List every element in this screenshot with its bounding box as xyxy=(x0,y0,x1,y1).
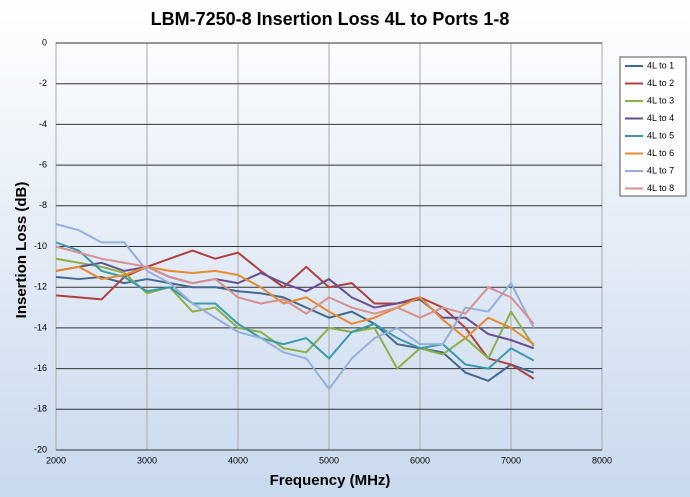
x-tick-label: 8000 xyxy=(592,455,612,465)
legend-label: 4L to 4 xyxy=(647,113,674,123)
legend-label: 4L to 2 xyxy=(647,78,674,88)
y-axis-label: Insertion Loss (dB) xyxy=(13,182,30,319)
x-tick-label: 7000 xyxy=(501,455,521,465)
x-tick-label: 6000 xyxy=(410,455,430,465)
y-tick-label: -12 xyxy=(34,282,47,292)
legend-label: 4L to 6 xyxy=(647,148,674,158)
legend-label: 4L to 7 xyxy=(647,165,674,175)
x-tick-label: 4000 xyxy=(228,455,248,465)
y-tick-label: -16 xyxy=(34,363,47,373)
series-line xyxy=(55,223,535,390)
y-tick-label: 0 xyxy=(42,37,47,47)
y-tick-label: -6 xyxy=(39,159,47,169)
y-tick-label: -2 xyxy=(39,78,47,88)
x-tick-label: 5000 xyxy=(319,455,339,465)
chart-title: LBM-7250-8 Insertion Loss 4L to Ports 1-… xyxy=(151,9,510,29)
y-tick-label: -4 xyxy=(39,119,47,129)
x-tick-label: 3000 xyxy=(137,455,157,465)
y-tick-label: -18 xyxy=(34,404,47,414)
x-axis-label: Frequency (MHz) xyxy=(270,472,391,489)
legend-box xyxy=(619,56,687,197)
legend-label: 4L to 5 xyxy=(647,130,674,140)
series-line xyxy=(55,261,535,350)
y-tick-label: -20 xyxy=(34,444,47,454)
x-tick-label: 2000 xyxy=(46,455,66,465)
legend-label: 4L to 3 xyxy=(647,95,674,105)
series-line xyxy=(55,241,535,370)
y-tick-label: -10 xyxy=(34,241,47,251)
series-line xyxy=(55,265,535,345)
legend-label: 4L to 8 xyxy=(647,183,674,193)
y-tick-label: -8 xyxy=(39,200,47,210)
legend-label: 4L to 1 xyxy=(647,60,674,70)
series-line xyxy=(55,276,535,382)
series-line xyxy=(55,245,535,325)
y-tick-label: -14 xyxy=(34,322,47,332)
